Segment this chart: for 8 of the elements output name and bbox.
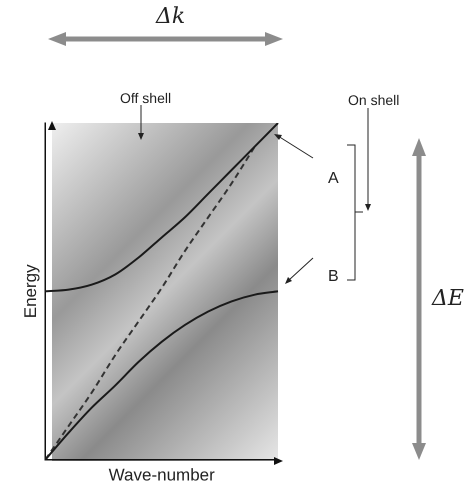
text: On shell xyxy=(348,92,400,108)
text: A xyxy=(328,170,339,188)
x-axis-title: Wave-number xyxy=(108,465,216,484)
text: Δk xyxy=(156,4,186,29)
y-axis-title: Energy xyxy=(20,264,40,318)
text: Off shell xyxy=(120,90,172,106)
text: B xyxy=(328,268,339,286)
text: ΔE xyxy=(432,286,464,311)
